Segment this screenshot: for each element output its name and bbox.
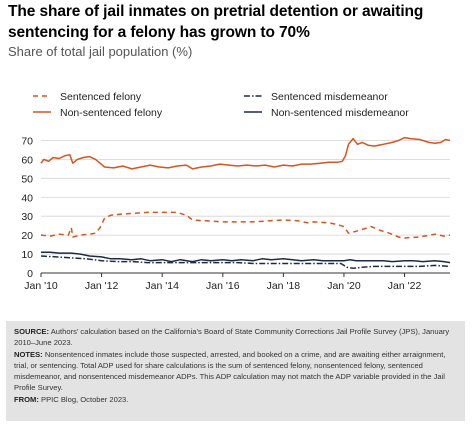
y-tick-label: 10 [21,249,33,261]
x-tick-label: Jan '20 [327,280,361,292]
x-tick-label: Jan '18 [267,280,301,292]
legend-label-non-sentenced-misdemeanor: Non-sentenced misdemeanor [271,107,409,119]
x-tick-label: Jan '16 [206,280,240,292]
legend-label-sentenced-misdemeanor: Sentenced misdemeanor [271,91,388,103]
series-line-sentenced-misdemeanor [40,255,451,270]
legend-label-sentenced-felony: Sentenced felony [60,91,142,103]
legend-item-sentenced-misdemeanor: Sentenced misdemeanor [244,91,388,103]
series-line-sentenced-felony [40,211,451,239]
y-tick-label: 30 [21,211,33,223]
y-tick-label: 60 [21,154,33,166]
y-tick-label: 40 [21,192,33,204]
notes-text: Nonsentenced inmates include those suspe… [14,349,446,393]
y-tick-label: 0 [27,268,33,280]
x-tick-label: Jan '12 [85,280,119,292]
x-tick-label: Jan '14 [145,280,179,292]
source-label: SOURCE: [14,327,50,336]
chart-subtitle: Share of total jail population (%) [8,44,193,59]
line-chart: Sentenced felony Sentenced misdemeanor Non… [21,91,451,292]
x-tick-label: Jan '22 [388,280,422,292]
y-tick-label: 20 [21,230,33,242]
notes-panel: SOURCE: Authors’ calculation based on th… [6,321,465,421]
from-label: FROM: [14,394,39,404]
legend-item-non-sentenced-felony: Non-sentenced felony [33,107,163,119]
legend-label-non-sentenced-felony: Non-sentenced felony [60,107,163,119]
y-tick-label: 50 [21,173,33,185]
x-tick-label: Jan '10 [24,280,58,292]
from-text: PPIC Blog, October 2023. [41,394,129,404]
legend-item-sentenced-felony: Sentenced felony [33,91,142,103]
legend-item-non-sentenced-misdemeanor: Non-sentenced misdemeanor [244,107,409,119]
y-tick-label: 70 [21,135,33,147]
chart-title: The share of jail inmates on pretrial de… [8,3,424,41]
series-line-non-sentenced-felony [40,136,451,170]
source-text: Authors’ calculation based on the Califo… [14,327,450,348]
notes-label: NOTES: [14,349,43,359]
series-line-non-sentenced-misdemeanor [41,251,451,264]
